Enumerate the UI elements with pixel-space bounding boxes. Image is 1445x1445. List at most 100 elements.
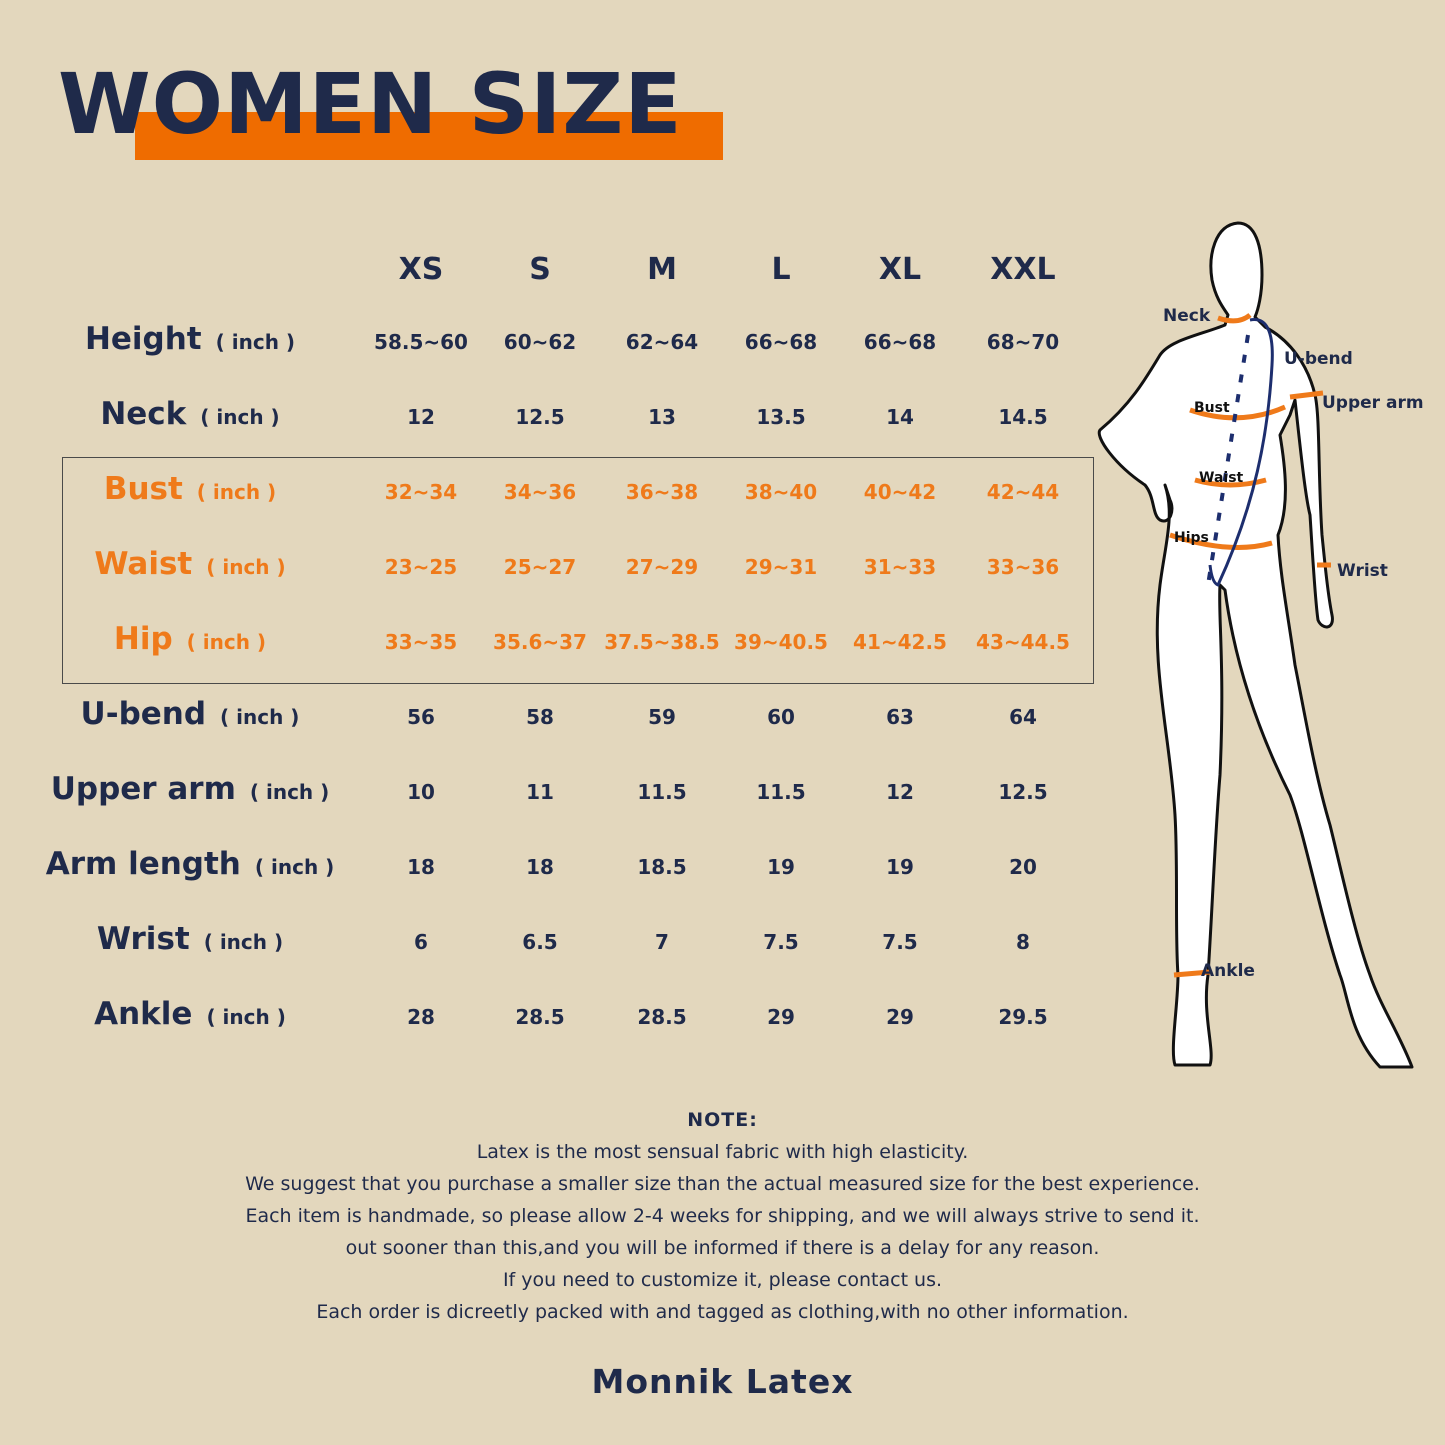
row-label-hip: Hip ( inch ) [20,621,360,657]
cell-wrist-m: 7 [655,930,669,954]
cell-bust-xxl: 42~44 [986,480,1060,504]
note-line: out sooner than this,and you will be inf… [345,1237,1100,1259]
cell-arm-length-xs: 18 [407,855,435,879]
neck-measure-line [1217,312,1252,324]
cell-ankle-l: 29 [767,1005,795,1029]
row-label-text: Bust [103,471,183,507]
cell-height-m: 62~64 [625,330,699,354]
row-label-bust: Bust ( inch ) [20,471,360,507]
cell-upper-arm-l: 11.5 [756,780,806,804]
note-line: If you need to customize it, please cont… [502,1269,943,1291]
cell-upper-arm-s: 11 [526,780,554,804]
size-header-m: M [647,252,677,287]
note-line: Each item is handmade, so please allow 2… [245,1205,1200,1227]
cell-u-bend-xxl: 64 [1009,705,1037,729]
row-label-text: Waist [94,546,193,582]
cell-wrist-xs: 6 [414,930,428,954]
cell-height-xl: 66~68 [863,330,937,354]
figure-label-ankle: Ankle [1201,961,1255,981]
cell-arm-length-l: 19 [767,855,795,879]
cell-waist-s: 25~27 [503,555,577,579]
row-label-text: Neck [100,396,187,432]
bust-measure-line [1189,404,1287,421]
cell-neck-xl: 14 [886,405,914,429]
row-label-text: Hip [113,621,173,657]
title-underline-bar [135,112,723,160]
row-unit: ( inch ) [196,480,277,504]
cell-arm-length-m: 18.5 [637,855,687,879]
cell-ankle-xxl: 29.5 [998,1005,1048,1029]
row-unit: ( inch ) [186,630,267,654]
cell-wrist-xxl: 8 [1016,930,1030,954]
cell-upper-arm-xl: 12 [886,780,914,804]
figure-label-waist: Waist [1199,470,1244,486]
row-label-neck: Neck ( inch ) [20,396,360,432]
cell-ankle-s: 28.5 [515,1005,565,1029]
cell-upper-arm-m: 11.5 [637,780,687,804]
row-label-text: Height [84,321,202,357]
figure-label-hips: Hips [1174,530,1209,546]
figure-label-ubend: U-bend [1284,349,1353,369]
row-unit: ( inch ) [249,780,330,804]
body-figure-illustration [1097,221,1414,1069]
cell-wrist-l: 7.5 [763,930,799,954]
note-line: Latex is the most sensual fabric with hi… [476,1141,969,1163]
figure-label-neck: Neck [1163,306,1211,326]
cell-hip-l: 39~40.5 [734,630,828,654]
cell-u-bend-xs: 56 [407,705,435,729]
cell-u-bend-xl: 63 [886,705,914,729]
cell-u-bend-l: 60 [767,705,795,729]
row-label-u-bend: U-bend ( inch ) [20,696,360,732]
brand-name: Monnik Latex [591,1362,854,1401]
row-unit: ( inch ) [215,330,296,354]
note-title: NOTE: [687,1109,758,1131]
cell-ankle-xl: 29 [886,1005,914,1029]
highlight-box [62,457,1094,684]
cell-wrist-xl: 7.5 [882,930,918,954]
cell-arm-length-xxl: 20 [1009,855,1037,879]
cell-arm-length-s: 18 [526,855,554,879]
row-label-upper-arm: Upper arm ( inch ) [20,771,360,807]
size-header-xxl: XXL [990,252,1056,287]
cell-waist-xs: 23~25 [384,555,458,579]
cell-neck-xxl: 14.5 [998,405,1048,429]
row-label-arm-length: Arm length ( inch ) [20,846,360,882]
hips-measure-line [1169,532,1273,550]
cell-bust-s: 34~36 [503,480,577,504]
cell-neck-s: 12.5 [515,405,565,429]
cell-waist-m: 27~29 [625,555,699,579]
cell-hip-xxl: 43~44.5 [976,630,1070,654]
ankle-measure-line [1173,969,1211,978]
size-header-l: L [771,252,791,287]
row-unit: ( inch ) [254,855,335,879]
waist-measure-line [1194,477,1267,488]
cell-u-bend-s: 58 [526,705,554,729]
cell-height-xxl: 68~70 [986,330,1060,354]
cell-bust-l: 38~40 [744,480,818,504]
cell-ankle-xs: 28 [407,1005,435,1029]
row-label-wrist: Wrist ( inch ) [20,921,360,957]
row-label-ankle: Ankle ( inch ) [20,996,360,1032]
cell-hip-xl: 41~42.5 [853,630,947,654]
size-header-s: S [529,252,551,287]
center-dotted-line [1206,334,1250,586]
cell-bust-xl: 40~42 [863,480,937,504]
row-label-waist: Waist ( inch ) [20,546,360,582]
upper-arm-measure-line [1289,390,1324,400]
cell-ankle-m: 28.5 [637,1005,687,1029]
cell-waist-l: 29~31 [744,555,818,579]
cell-hip-xs: 33~35 [384,630,458,654]
note-line: Each order is dicreetly packed with and … [316,1301,1129,1323]
row-label-text: Arm length [45,846,241,882]
note-line: We suggest that you purchase a smaller s… [245,1173,1200,1195]
row-unit: ( inch ) [206,1005,286,1029]
cell-neck-m: 13 [648,405,676,429]
row-label-text: Ankle [94,996,193,1032]
cell-upper-arm-xs: 10 [407,780,435,804]
cell-height-xs: 58.5~60 [374,330,468,354]
cell-bust-m: 36~38 [625,480,699,504]
row-unit: ( inch ) [203,930,284,954]
cell-waist-xl: 31~33 [863,555,937,579]
row-label-height: Height ( inch ) [20,321,360,357]
cell-u-bend-m: 59 [648,705,676,729]
